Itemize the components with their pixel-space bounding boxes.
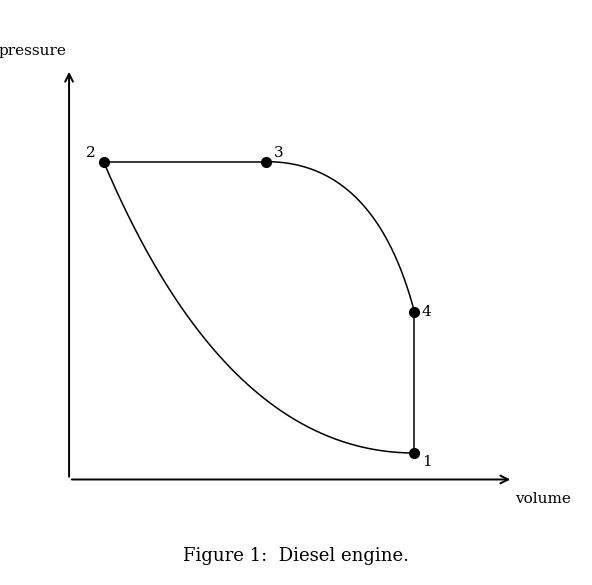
- Text: 3: 3: [274, 146, 284, 160]
- Text: pressure: pressure: [0, 44, 66, 58]
- Text: volume: volume: [516, 493, 571, 507]
- Text: 1: 1: [422, 455, 432, 469]
- Text: 4: 4: [422, 305, 432, 319]
- Text: Figure 1:  Diesel engine.: Figure 1: Diesel engine.: [183, 547, 409, 565]
- Text: 2: 2: [86, 146, 96, 160]
